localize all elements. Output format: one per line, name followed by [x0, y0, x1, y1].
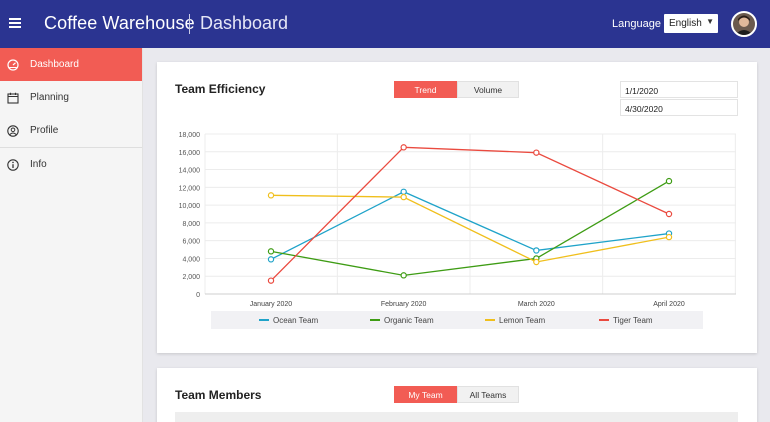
- sidebar-item-dashboard[interactable]: Dashboard: [0, 48, 142, 81]
- language-label: Language: [612, 18, 661, 30]
- menu-icon[interactable]: [9, 18, 21, 28]
- avatar[interactable]: [731, 11, 757, 37]
- sidebar-item-profile[interactable]: Profile: [0, 114, 142, 147]
- legend-label: Ocean Team: [273, 315, 319, 325]
- legend-swatch: [259, 319, 269, 321]
- chevron-down-icon: ▼: [706, 17, 714, 26]
- app-title: Coffee Warehouse: [44, 13, 195, 33]
- chart-legend: Ocean Team Organic Team Lemon Team Tiger Te…: [211, 311, 703, 329]
- sidebar-item-label: Dashboard: [30, 59, 79, 70]
- page-title: Dashboard: [200, 13, 289, 33]
- legend-item[interactable]: Ocean Team: [259, 311, 318, 329]
- legend-swatch: [599, 319, 609, 321]
- team-members-title: Team Members: [175, 388, 262, 402]
- tab-volume[interactable]: Volume: [457, 81, 519, 98]
- legend-item[interactable]: Organic Team: [370, 311, 434, 329]
- legend-item[interactable]: Lemon Team: [485, 311, 545, 329]
- legend-label: Organic Team: [384, 315, 434, 325]
- legend-label: Lemon Team: [499, 315, 546, 325]
- members-scope-toggle: My Team All Teams: [394, 386, 519, 403]
- language-value: English: [669, 18, 702, 29]
- members-table-header: [175, 412, 738, 422]
- user-icon: [7, 124, 19, 137]
- title-divider: [189, 14, 190, 34]
- sidebar-divider: [0, 147, 142, 148]
- legend-item[interactable]: Tiger Team: [599, 311, 653, 329]
- sidebar-item-label: Planning: [30, 92, 69, 103]
- sidebar-item-label: Profile: [30, 125, 59, 136]
- team-efficiency-title: Team Efficiency: [175, 82, 266, 96]
- tab-trend[interactable]: Trend: [394, 81, 457, 98]
- calendar-icon: [7, 92, 19, 104]
- legend-swatch: [370, 319, 380, 321]
- sidebar-item-info[interactable]: Info: [0, 148, 142, 181]
- app-header: Coffee Warehouse Dashboard Language Engl…: [0, 0, 770, 48]
- info-icon: [7, 158, 19, 171]
- start-date-input[interactable]: 1/1/2020: [620, 81, 738, 98]
- sidebar-item-planning[interactable]: Planning: [0, 81, 142, 114]
- end-date-input[interactable]: 4/30/2020: [620, 99, 738, 116]
- language-select[interactable]: English ▼: [664, 14, 718, 33]
- sidebar: Dashboard Planning Profile Info: [0, 48, 143, 422]
- legend-swatch: [485, 319, 495, 321]
- dashboard-icon: [7, 58, 19, 71]
- tab-all-teams[interactable]: All Teams: [457, 386, 519, 403]
- tab-my-team[interactable]: My Team: [394, 386, 457, 403]
- legend-label: Tiger Team: [613, 315, 653, 325]
- sidebar-item-label: Info: [30, 159, 47, 170]
- efficiency-view-toggle: Trend Volume: [394, 81, 519, 98]
